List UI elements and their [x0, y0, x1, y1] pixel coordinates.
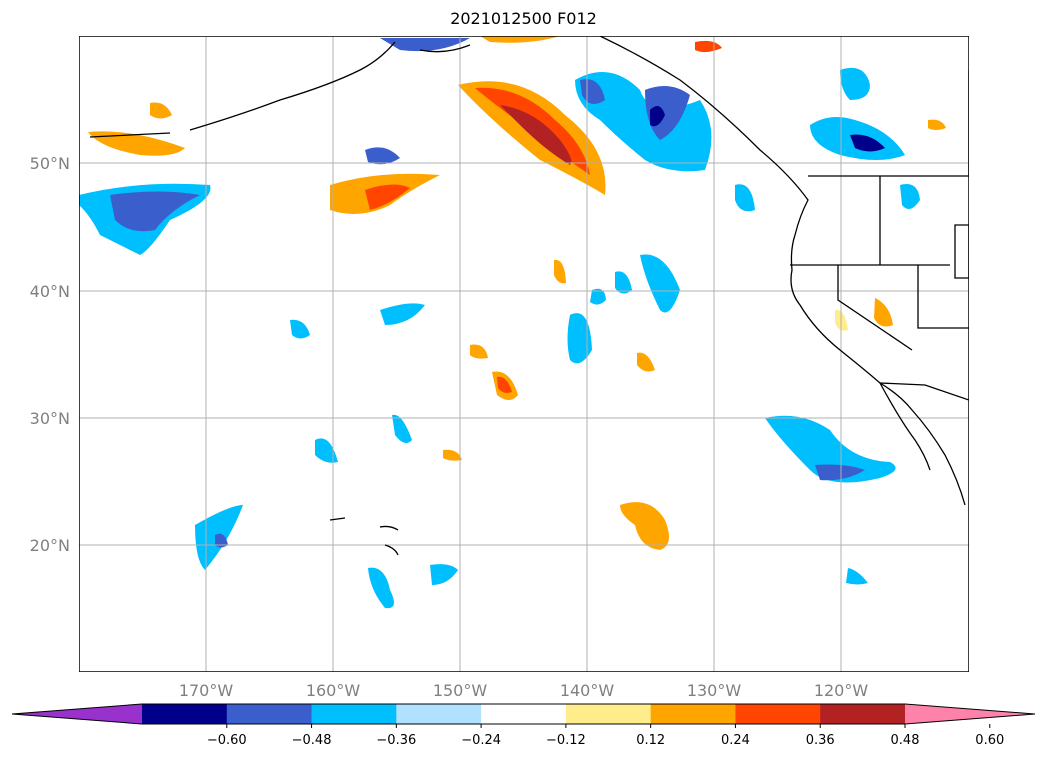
- positive-anomaly-small-6: [470, 344, 488, 359]
- negative-anomaly-aleutian: [380, 38, 470, 52]
- map-title: 2021012500 F012: [450, 9, 597, 28]
- lat-label-20n: 20°N: [30, 536, 70, 555]
- negative-anomaly-small-1: [365, 147, 400, 165]
- positive-anomaly-central-north-core: [365, 184, 410, 210]
- negative-anomaly-north-pacific-west-core: [110, 191, 200, 232]
- colorbar-tick-label: −0.12: [546, 733, 586, 748]
- negative-anomaly-small-5: [380, 303, 425, 325]
- lat-label-40n: 40°N: [30, 282, 70, 301]
- lon-label-120w: 120°W: [814, 681, 869, 700]
- positive-anomaly-small-7: [928, 119, 946, 130]
- negative-anomaly-canada-north: [840, 67, 870, 100]
- positive-anomaly-small-4: [637, 352, 655, 372]
- coastline-aleutians: [89, 132, 171, 138]
- coastline-baja: [879, 382, 931, 471]
- positive-anomaly-small-3: [554, 259, 566, 284]
- coastlines: [89, 36, 969, 556]
- lon-label-140w: 140°W: [560, 681, 615, 700]
- negative-anomaly-small-2: [735, 184, 755, 212]
- negative-anomaly-small-9: [368, 567, 394, 609]
- lon-axis-labels: 170°W 160°W 150°W 140°W 130°W 120°W: [179, 681, 869, 700]
- negative-anomaly-canada-core: [850, 134, 885, 152]
- colorbar-tick-label: −0.48: [292, 733, 332, 748]
- border-states-west: [879, 176, 969, 329]
- colorbar-bin: [226, 704, 313, 724]
- negative-anomaly-small-13: [615, 271, 632, 294]
- colorbar-bin: [650, 704, 736, 724]
- colorbar-bin: [311, 704, 397, 724]
- negative-anomaly-bc-max: [650, 106, 665, 127]
- positive-anomaly-gulf-alaska: [458, 81, 606, 195]
- positive-anomaly-subtropical: [620, 502, 669, 550]
- positive-anomaly-northwest: [88, 131, 185, 156]
- negative-anomaly-bc-coast: [575, 72, 712, 172]
- anomaly-fields: [79, 36, 946, 609]
- lat-axis-labels: 20°N 30°N 40°N 50°N: [30, 154, 70, 555]
- negative-anomaly-small-11: [315, 438, 338, 463]
- border-ca-nv: [837, 265, 913, 351]
- map-plot-area: [79, 36, 969, 672]
- positive-anomaly-small-1-core: [497, 376, 512, 393]
- coastline-alaska: [189, 36, 809, 236]
- colorbar-bin: [735, 704, 821, 724]
- colorbar: −0.60 −0.48 −0.36 −0.24 −0.12 0.12 0.24 0.36 0.4…: [11, 703, 1036, 748]
- positive-anomaly-small-2: [874, 298, 893, 327]
- positive-anomaly-top-right: [695, 40, 722, 53]
- colorbar-tick-label: −0.60: [207, 733, 247, 748]
- negative-anomaly-small-6: [290, 319, 310, 339]
- colorbar-bin: [396, 704, 482, 724]
- negative-anomaly-small-4: [567, 313, 592, 364]
- lon-label-160w: 160°W: [306, 681, 361, 700]
- lat-label-50n: 50°N: [30, 154, 70, 173]
- lon-label-150w: 150°W: [433, 681, 488, 700]
- positive-anomaly-small-5: [150, 102, 172, 119]
- negative-anomaly-bc-core: [645, 86, 690, 140]
- colorbar-tick-label: 0.24: [721, 733, 750, 748]
- lat-label-30n: 30°N: [30, 409, 70, 428]
- coastline-hawaii: [329, 517, 399, 556]
- colorbar-outline: [11, 703, 1036, 725]
- negative-anomaly-small-14: [590, 288, 606, 305]
- colorbar-tick-label: 0.36: [806, 733, 835, 748]
- coastline-west-coast: [790, 234, 966, 506]
- negative-anomaly-small-12: [392, 414, 412, 444]
- negative-anomaly-bc-west: [580, 79, 605, 104]
- negative-anomaly-subtropical-east-core: [815, 464, 865, 481]
- colorbar-bin: [481, 704, 567, 724]
- colorbar-tick-label: 0.12: [636, 733, 665, 748]
- border-us-mexico: [879, 382, 969, 401]
- colorbar-bin: [142, 704, 228, 724]
- colorbar-bin: [820, 704, 906, 724]
- colorbar-extend-high: [905, 704, 1035, 724]
- negative-anomaly-small-10: [430, 564, 458, 585]
- colorbar-tick-label: −0.36: [376, 733, 416, 748]
- colorbar-tick-label: 0.60: [975, 733, 1004, 748]
- colorbar-tick-label: 0.48: [891, 733, 920, 748]
- colorbar-bin: [565, 704, 652, 724]
- lon-label-130w: 130°W: [687, 681, 742, 700]
- coastline-canada-interior: [954, 70, 969, 279]
- positive-anomaly-small-9: [443, 449, 462, 461]
- lon-label-170w: 170°W: [179, 681, 234, 700]
- positive-anomaly-top: [480, 36, 560, 43]
- negative-anomaly-small-3: [640, 254, 680, 313]
- positive-anomaly-gulf-alaska-max: [500, 105, 572, 165]
- negative-anomaly-small-8: [215, 533, 228, 548]
- colorbar-extend-low: [12, 704, 142, 724]
- graticule: [79, 36, 969, 672]
- negative-anomaly-small-15: [846, 568, 868, 585]
- negative-anomaly-small-16: [900, 184, 920, 209]
- negative-anomaly-subtropical-east: [765, 415, 896, 483]
- colorbar-tick-label: −0.24: [461, 733, 501, 748]
